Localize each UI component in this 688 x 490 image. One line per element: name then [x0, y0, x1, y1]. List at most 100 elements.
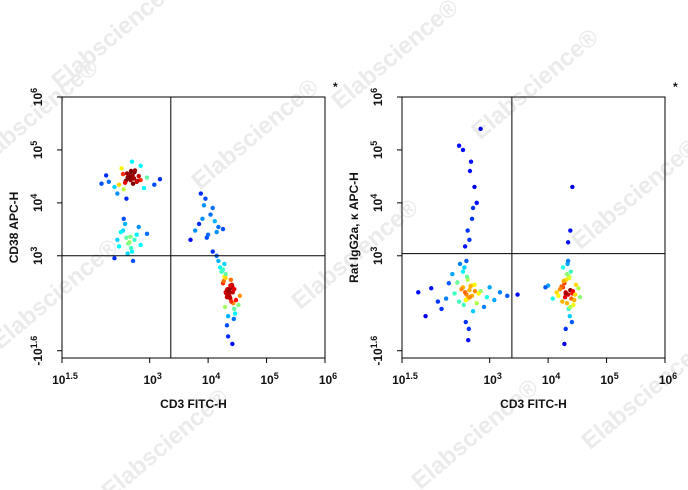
- x-tick-label: 101.5: [392, 371, 418, 387]
- event-point: [129, 159, 135, 164]
- event-point: [198, 191, 204, 196]
- event-point: [112, 184, 117, 190]
- tick-base: 10: [31, 198, 45, 212]
- event-point: [456, 143, 462, 148]
- tick-base: 10: [483, 373, 497, 387]
- event-point: [99, 181, 104, 186]
- event-point: [570, 289, 576, 294]
- event-point: [124, 235, 129, 240]
- event-point: [135, 178, 140, 184]
- event-point: [446, 281, 452, 286]
- event-point: [562, 294, 568, 300]
- event-point: [556, 293, 561, 299]
- event-point: [576, 286, 581, 291]
- tick-base: 10: [319, 373, 333, 387]
- event-point: [567, 313, 572, 319]
- event-point: [116, 244, 122, 249]
- event-point: [196, 221, 202, 227]
- event-point: [467, 287, 472, 293]
- event-point: [470, 205, 476, 211]
- event-point: [212, 219, 217, 224]
- event-point: [563, 291, 568, 296]
- event-point: [423, 313, 428, 319]
- event-point: [463, 297, 468, 303]
- tick-base: -10: [31, 348, 45, 366]
- tick-exponent: 6: [369, 88, 379, 93]
- event-point: [497, 290, 503, 295]
- event-point: [128, 234, 133, 239]
- x-tick-label: 105: [600, 371, 618, 387]
- event-point: [130, 181, 136, 186]
- event-point: [572, 297, 577, 303]
- event-point: [466, 326, 472, 332]
- event-point: [564, 301, 570, 306]
- event-point: [568, 304, 573, 310]
- tick-base: 10: [371, 198, 385, 212]
- event-point: [231, 316, 236, 322]
- y-tick-label: -101.6: [369, 336, 385, 366]
- event-point: [122, 180, 128, 185]
- y-tick-label: 106: [29, 88, 45, 106]
- tick-base: 10: [371, 93, 385, 107]
- annotation: *: [673, 80, 678, 94]
- tick-base: 10: [542, 373, 556, 387]
- event-point: [570, 184, 575, 190]
- event-point: [472, 282, 477, 288]
- event-point: [138, 163, 143, 169]
- event-point: [478, 126, 483, 132]
- y-tick-label: 104: [369, 194, 385, 212]
- watermark: Elabscience®: [467, 23, 604, 144]
- event-point: [118, 229, 123, 235]
- event-point: [464, 258, 469, 264]
- event-point: [466, 338, 471, 343]
- event-point: [461, 302, 466, 308]
- event-point: [225, 313, 231, 319]
- event-point: [572, 292, 578, 297]
- y-tick-label: 103: [29, 247, 45, 265]
- y-tick-label: 103: [369, 247, 385, 265]
- event-point: [561, 278, 566, 284]
- event-point: [157, 176, 163, 182]
- event-point: [468, 284, 473, 289]
- event-point: [457, 261, 463, 267]
- event-point: [224, 294, 230, 300]
- event-point: [136, 224, 141, 230]
- tick-exponent: 3: [29, 247, 39, 252]
- event-point: [201, 203, 207, 208]
- event-point: [221, 278, 226, 284]
- event-point: [126, 241, 131, 246]
- plot-frame: [401, 96, 666, 359]
- event-point: [128, 168, 134, 174]
- event-point: [232, 306, 237, 312]
- event-point: [236, 302, 241, 308]
- event-point: [450, 271, 455, 277]
- event-point: [565, 258, 571, 264]
- tick-exponent: 4: [215, 371, 220, 381]
- event-point: [237, 293, 243, 299]
- event-point: [554, 290, 559, 295]
- x-tick-label: 106: [319, 371, 337, 387]
- event-point: [416, 290, 421, 295]
- x-tick-label: 104: [202, 371, 220, 387]
- event-point: [204, 235, 210, 240]
- event-point: [132, 237, 137, 243]
- event-point: [567, 275, 572, 281]
- tick-base: 10: [260, 373, 274, 387]
- event-point: [568, 269, 574, 274]
- event-point: [472, 184, 477, 190]
- event-point: [115, 237, 120, 243]
- event-point: [144, 231, 150, 237]
- event-point: [224, 323, 230, 328]
- event-point: [467, 168, 473, 174]
- event-point: [573, 282, 579, 288]
- x-tick-label: 105: [260, 371, 278, 387]
- event-point: [562, 341, 567, 347]
- tick-exponent: 5: [369, 141, 379, 146]
- event-point: [472, 289, 478, 294]
- watermark: Elabscience®: [567, 133, 688, 254]
- x-tick-label: 104: [542, 371, 560, 387]
- y-tick-label: 105: [29, 141, 45, 159]
- tick-base: 10: [392, 373, 406, 387]
- event-point: [232, 287, 237, 292]
- tick-exponent: 3: [497, 371, 502, 381]
